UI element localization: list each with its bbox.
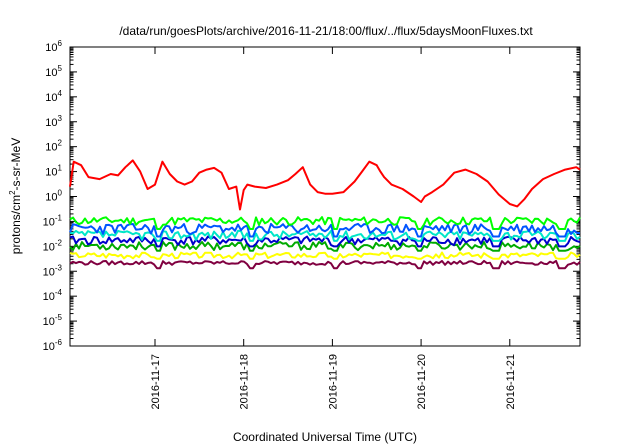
y-tick-label: 106 bbox=[45, 39, 62, 54]
y-tick-base: 10 bbox=[45, 167, 57, 179]
y-tick-base: 10 bbox=[43, 216, 55, 228]
y-tick-exp: 6 bbox=[58, 39, 63, 48]
y-tick-base: 10 bbox=[45, 42, 57, 54]
y-tick-exp: -1 bbox=[55, 213, 63, 222]
x-tick-label: 2016-11-21 bbox=[505, 354, 517, 409]
y-tick-exp: -6 bbox=[55, 338, 63, 347]
y-tick-base: 10 bbox=[43, 266, 55, 278]
x-axis-label: Coordinated Universal Time (UTC) bbox=[233, 430, 417, 444]
y-tick-exp: 4 bbox=[58, 89, 63, 98]
y-tick-base: 10 bbox=[45, 67, 57, 79]
series-line bbox=[69, 259, 581, 270]
y-axis-label-post: -s-sr-MeV bbox=[9, 138, 23, 191]
series-line bbox=[69, 251, 581, 260]
series-line bbox=[69, 216, 581, 230]
y-tick-exp: 0 bbox=[58, 189, 63, 198]
y-axis-label: protons/cm2-s-sr-MeV bbox=[8, 138, 23, 254]
y-tick-exp: 2 bbox=[58, 139, 63, 148]
series-line bbox=[69, 222, 581, 238]
y-tick-base: 10 bbox=[45, 92, 57, 104]
y-axis-label-sup: 2 bbox=[8, 190, 17, 195]
y-axis: 10-610-510-410-310-210-11001011021031041… bbox=[43, 39, 580, 353]
y-tick-label: 10-6 bbox=[43, 338, 63, 353]
y-tick-exp: -2 bbox=[55, 238, 63, 247]
y-tick-label: 103 bbox=[45, 114, 62, 129]
y-tick-exp: -5 bbox=[55, 313, 63, 322]
y-tick-label: 100 bbox=[45, 189, 62, 204]
y-tick-label: 10-1 bbox=[43, 213, 63, 228]
y-tick-exp: 5 bbox=[58, 64, 63, 73]
y-tick-label: 10-2 bbox=[43, 238, 63, 253]
y-tick-base: 10 bbox=[43, 316, 55, 328]
y-tick-label: 104 bbox=[45, 89, 62, 104]
x-tick-label: 2016-11-17 bbox=[150, 354, 162, 409]
chart-title: /data/run/goesPlots/archive/2016-11-21/1… bbox=[119, 24, 533, 38]
y-tick-base: 10 bbox=[45, 192, 57, 204]
y-tick-base: 10 bbox=[43, 341, 55, 353]
y-tick-label: 10-5 bbox=[43, 313, 63, 328]
y-axis-label-pre: protons/cm bbox=[9, 195, 23, 254]
y-tick-label: 102 bbox=[45, 139, 62, 154]
y-tick-label: 10-4 bbox=[43, 288, 63, 303]
y-tick-exp: 1 bbox=[58, 164, 63, 173]
series-line bbox=[69, 229, 581, 242]
y-tick-base: 10 bbox=[45, 142, 57, 154]
y-tick-label: 105 bbox=[45, 64, 62, 79]
plot-area bbox=[69, 46, 581, 347]
x-axis: 2016-11-17 2016-11-18 2016-11-19 2016-11-20… bbox=[150, 47, 517, 409]
y-tick-base: 10 bbox=[45, 117, 57, 129]
x-tick-label: 2016-11-20 bbox=[416, 354, 428, 409]
series-line bbox=[69, 159, 581, 211]
series-line bbox=[69, 241, 581, 252]
x-tick-label: 2016-11-19 bbox=[327, 354, 339, 409]
y-tick-exp: -3 bbox=[55, 263, 63, 272]
y-tick-base: 10 bbox=[43, 291, 55, 303]
y-tick-base: 10 bbox=[43, 241, 55, 253]
y-tick-exp: -4 bbox=[55, 288, 63, 297]
y-tick-exp: 3 bbox=[58, 114, 63, 123]
y-tick-label: 101 bbox=[45, 164, 62, 179]
y-tick-label: 10-3 bbox=[43, 263, 63, 278]
series-layer bbox=[69, 159, 581, 270]
x-tick-label: 2016-11-18 bbox=[239, 354, 251, 409]
